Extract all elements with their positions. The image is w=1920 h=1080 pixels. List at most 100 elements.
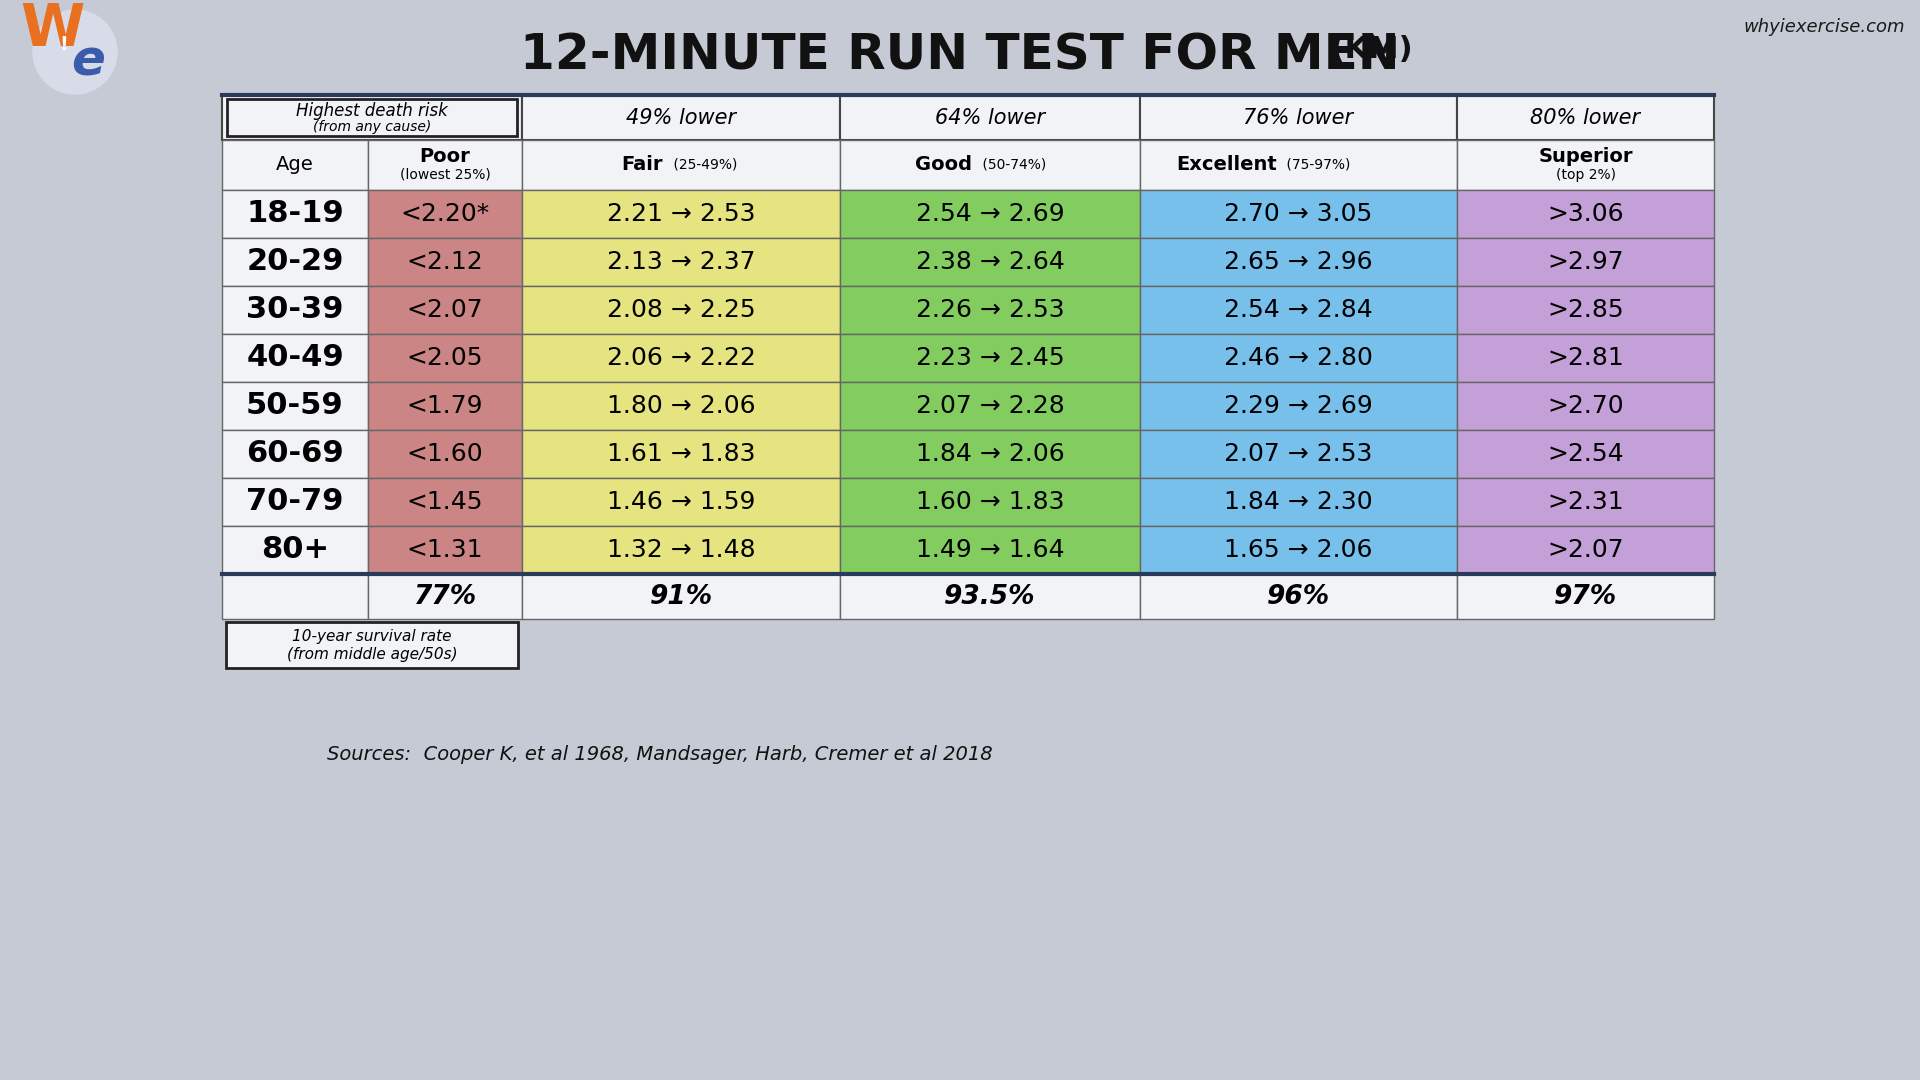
Text: <2.20*: <2.20* <box>401 202 490 226</box>
Bar <box>369 382 522 430</box>
Bar <box>1140 430 1457 478</box>
Text: 30-39: 30-39 <box>246 296 344 324</box>
Text: >2.97: >2.97 <box>1548 249 1624 274</box>
Text: <2.05: <2.05 <box>407 346 484 370</box>
Bar <box>841 382 1140 430</box>
Text: <2.07: <2.07 <box>407 298 484 322</box>
Text: (50-74%): (50-74%) <box>977 158 1046 172</box>
Bar <box>223 286 369 334</box>
Bar <box>369 526 522 573</box>
Text: Fair: Fair <box>622 156 662 175</box>
Text: 2.26 → 2.53: 2.26 → 2.53 <box>916 298 1064 322</box>
Text: 40-49: 40-49 <box>246 343 344 373</box>
Text: (lowest 25%): (lowest 25%) <box>399 168 490 183</box>
Text: (75-97%): (75-97%) <box>1283 158 1352 172</box>
Bar <box>522 478 841 526</box>
Text: (from middle age/50s): (from middle age/50s) <box>286 647 457 661</box>
Bar <box>1457 238 1715 286</box>
Text: 2.06 → 2.22: 2.06 → 2.22 <box>607 346 755 370</box>
Text: 49% lower: 49% lower <box>626 108 735 127</box>
Bar <box>841 526 1140 573</box>
Text: 2.38 → 2.64: 2.38 → 2.64 <box>916 249 1064 274</box>
Text: 2.07 → 2.53: 2.07 → 2.53 <box>1225 442 1373 465</box>
Bar <box>1457 526 1715 573</box>
Text: 1.61 → 1.83: 1.61 → 1.83 <box>607 442 755 465</box>
Bar <box>1457 478 1715 526</box>
Bar <box>1140 526 1457 573</box>
Bar <box>522 334 841 382</box>
Bar <box>369 430 522 478</box>
Bar <box>522 430 841 478</box>
Bar <box>1457 95 1715 140</box>
Text: 1.80 → 2.06: 1.80 → 2.06 <box>607 394 755 418</box>
Text: Age: Age <box>276 156 313 175</box>
Bar <box>522 286 841 334</box>
Text: Superior: Superior <box>1538 148 1632 166</box>
Bar <box>227 622 518 669</box>
Bar <box>1140 286 1457 334</box>
Bar <box>1457 140 1715 190</box>
Text: 96%: 96% <box>1267 583 1331 609</box>
Bar <box>522 573 841 619</box>
Text: 77%: 77% <box>413 583 476 609</box>
Text: 2.23 → 2.45: 2.23 → 2.45 <box>916 346 1064 370</box>
Text: 97%: 97% <box>1553 583 1617 609</box>
Bar <box>522 526 841 573</box>
Bar <box>369 140 522 190</box>
Text: (top 2%): (top 2%) <box>1555 168 1615 183</box>
Text: 60-69: 60-69 <box>246 440 344 469</box>
Text: 1.60 → 1.83: 1.60 → 1.83 <box>916 490 1064 514</box>
Bar <box>223 140 369 190</box>
Text: Sources:  Cooper K, et al 1968, Mandsager, Harb, Cremer et al 2018: Sources: Cooper K, et al 1968, Mandsager… <box>326 745 993 765</box>
Bar <box>841 95 1140 140</box>
Text: >2.85: >2.85 <box>1548 298 1624 322</box>
Text: Excellent: Excellent <box>1175 156 1277 175</box>
Bar <box>1140 573 1457 619</box>
Bar <box>223 334 369 382</box>
Text: 80+: 80+ <box>261 536 328 565</box>
Bar <box>223 430 369 478</box>
Bar <box>522 95 841 140</box>
Bar <box>223 382 369 430</box>
Text: 1.46 → 1.59: 1.46 → 1.59 <box>607 490 755 514</box>
Text: <1.31: <1.31 <box>407 538 484 562</box>
Text: <1.79: <1.79 <box>407 394 484 418</box>
Text: >2.70: >2.70 <box>1548 394 1624 418</box>
Bar <box>1140 140 1457 190</box>
Bar <box>522 382 841 430</box>
Text: 18-19: 18-19 <box>246 200 344 229</box>
Bar <box>223 95 522 140</box>
Text: (KM): (KM) <box>1321 36 1413 65</box>
Bar <box>841 190 1140 238</box>
Bar <box>369 190 522 238</box>
Text: e: e <box>71 38 106 86</box>
Text: 10-year survival rate: 10-year survival rate <box>292 629 451 644</box>
Bar <box>223 478 369 526</box>
Text: 2.70 → 3.05: 2.70 → 3.05 <box>1225 202 1373 226</box>
Bar <box>369 238 522 286</box>
Text: Poor: Poor <box>420 148 470 166</box>
Bar <box>369 478 522 526</box>
Bar <box>522 238 841 286</box>
Text: 2.21 → 2.53: 2.21 → 2.53 <box>607 202 755 226</box>
Bar <box>522 190 841 238</box>
Bar <box>841 286 1140 334</box>
Text: 1.49 → 1.64: 1.49 → 1.64 <box>916 538 1064 562</box>
Bar <box>223 526 369 573</box>
Text: 12-MINUTE RUN TEST FOR MEN: 12-MINUTE RUN TEST FOR MEN <box>520 31 1400 79</box>
Bar <box>841 430 1140 478</box>
Text: 2.65 → 2.96: 2.65 → 2.96 <box>1225 249 1373 274</box>
Circle shape <box>33 10 117 94</box>
Text: 2.29 → 2.69: 2.29 → 2.69 <box>1225 394 1373 418</box>
Bar <box>1140 95 1457 140</box>
Bar <box>841 573 1140 619</box>
Text: 2.54 → 2.84: 2.54 → 2.84 <box>1225 298 1373 322</box>
Text: 64% lower: 64% lower <box>935 108 1044 127</box>
Text: 2.46 → 2.80: 2.46 → 2.80 <box>1225 346 1373 370</box>
Text: whyiexercise.com: whyiexercise.com <box>1743 18 1905 36</box>
Text: 1.84 → 2.30: 1.84 → 2.30 <box>1225 490 1373 514</box>
Text: Good: Good <box>916 156 972 175</box>
Text: >2.54: >2.54 <box>1548 442 1624 465</box>
Text: 20-29: 20-29 <box>246 247 344 276</box>
Bar <box>841 478 1140 526</box>
